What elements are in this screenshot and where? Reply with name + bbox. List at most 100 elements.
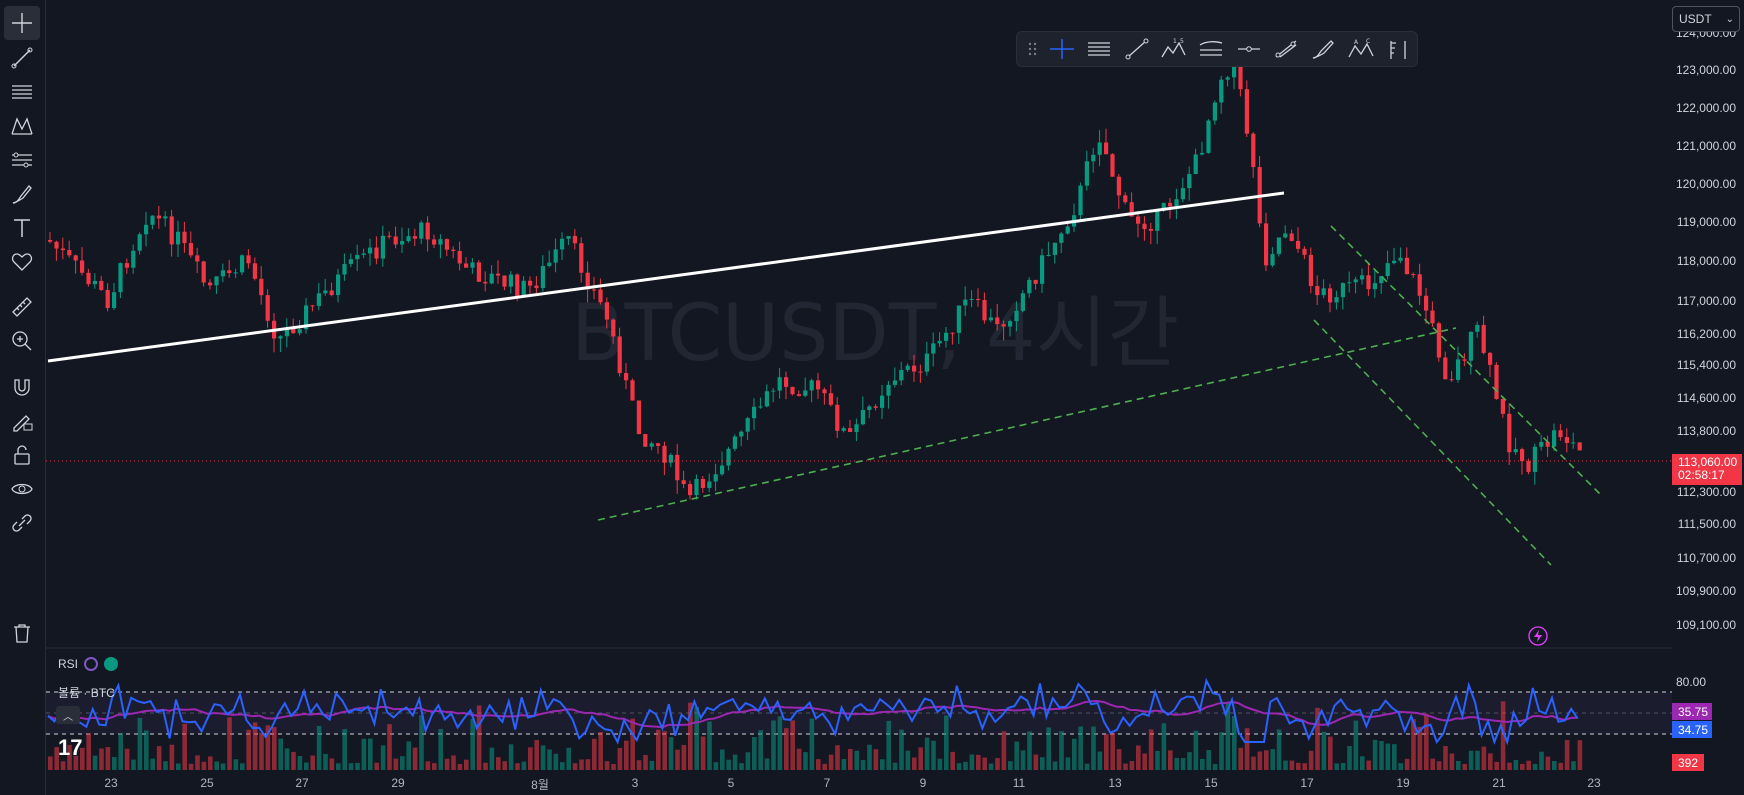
volume-bar [528, 747, 533, 770]
link-tool[interactable] [4, 506, 40, 540]
pattern-tool[interactable] [4, 109, 40, 143]
volume-bar [419, 715, 424, 770]
currency-select[interactable]: USDT ⌄ [1672, 6, 1740, 32]
trash-icon [14, 624, 30, 643]
refresh-icon[interactable] [84, 657, 99, 671]
volume-bar [809, 718, 815, 770]
heart-icon [11, 253, 33, 271]
volume-bar [201, 761, 207, 770]
dt-parallel-channel[interactable] [1193, 34, 1230, 64]
candle-body [796, 394, 801, 396]
trend-line-tool[interactable] [4, 41, 40, 75]
lock-tool[interactable] [4, 438, 40, 472]
dt-brush[interactable] [1305, 34, 1342, 64]
crosshair-tool[interactable] [4, 6, 40, 40]
rsi-legend[interactable]: RSI [58, 657, 119, 671]
candle-body [1206, 120, 1211, 153]
candle-body [1225, 77, 1230, 80]
svg-text:5: 5 [1180, 38, 1184, 45]
price-axis[interactable]: 124,000.00 123,000.00 122,000.00 121,000.00… [1672, 0, 1744, 795]
volume-bar [1283, 760, 1288, 770]
candle-body [80, 260, 85, 273]
prediction-tool[interactable] [4, 143, 40, 177]
candle-body [1449, 379, 1454, 381]
price-tick: 122,000.00 [1675, 101, 1736, 115]
volume-bar [92, 755, 98, 770]
channel-upper-line[interactable] [1330, 225, 1603, 497]
candle-body [227, 270, 232, 274]
volume-legend[interactable]: 볼륨 · BTC [58, 686, 115, 700]
price-tick: 117,000.00 [1676, 294, 1736, 308]
stay-drawing-tool[interactable] [4, 404, 40, 438]
alert-flash-icon[interactable] [1528, 626, 1548, 646]
dt-crosshair[interactable] [1043, 34, 1080, 64]
volume-bar [892, 762, 898, 770]
candle-body [1212, 102, 1217, 121]
candle-body [1481, 324, 1486, 353]
volume-bar [1449, 753, 1455, 770]
magnet-tool[interactable] [4, 370, 40, 404]
candle-body [1219, 79, 1224, 103]
volume-bar [188, 763, 194, 770]
brush-tool[interactable] [4, 177, 40, 211]
dt-horizontal-lines[interactable] [1080, 34, 1117, 64]
dt-bars-pattern[interactable] [1380, 34, 1417, 64]
candle-body [1520, 449, 1525, 462]
drawing-toolbar-drag[interactable] [1023, 34, 1043, 64]
candle-body [1494, 364, 1499, 399]
volume-bar [387, 724, 392, 770]
dt-horizontal-ray[interactable] [1230, 34, 1267, 64]
candle-body [1238, 64, 1243, 90]
lock-icon [14, 445, 30, 465]
dt-trend-line[interactable] [1118, 34, 1155, 64]
candle-body [361, 253, 366, 255]
volume-bar [1059, 731, 1064, 770]
volume-bar [291, 751, 296, 770]
dt-fib-channel[interactable] [1267, 34, 1304, 64]
volume-bar [1513, 760, 1519, 770]
volume-bar [220, 763, 226, 770]
favorites-tool[interactable] [4, 245, 40, 279]
candle-body [419, 222, 424, 239]
candle-body [1436, 323, 1441, 358]
volume-bar [131, 759, 136, 770]
price-chart[interactable]: BTCUSDT, 4시간 [46, 0, 1672, 795]
candle-body [880, 395, 885, 408]
ruler-tool[interactable] [4, 290, 40, 324]
time-axis[interactable]: 23 25 27 29 8월 3 5 7 9 11 13 15 17 19 21 23 [46, 772, 1672, 795]
candle-body [1507, 413, 1512, 453]
trend-line[interactable] [47, 191, 1285, 363]
hide-tool[interactable] [4, 472, 40, 506]
volume-bar [560, 762, 565, 770]
candle-body [60, 248, 65, 251]
candle-body [259, 278, 264, 296]
channel-lower-line[interactable] [1313, 319, 1552, 566]
candle-body [579, 243, 584, 273]
candle-body [624, 373, 629, 381]
candle-body [1334, 297, 1339, 303]
volume-bar [963, 761, 968, 770]
text-tool[interactable] [4, 211, 40, 245]
candle-body [1052, 242, 1057, 255]
chart-area[interactable]: BTCUSDT, 4시간 [46, 0, 1672, 795]
candle-body [380, 235, 385, 259]
volume-bar [1174, 757, 1179, 770]
candle-body [1065, 226, 1070, 234]
volume-bar [252, 722, 258, 770]
brush-icon [1312, 40, 1334, 59]
remove-tool[interactable] [4, 616, 40, 650]
support-dashed-line[interactable] [597, 327, 1457, 521]
collapse-legend-button[interactable]: ︿ [56, 706, 80, 724]
zoom-tool[interactable] [4, 324, 40, 358]
candle-body [1321, 288, 1326, 296]
volume-bar [592, 738, 597, 770]
volume-bar [611, 763, 616, 770]
fib-tool[interactable] [4, 75, 40, 109]
volume-bar [374, 762, 379, 770]
candle-body [604, 302, 609, 320]
tradingview-logo[interactable]: 17 [58, 735, 83, 760]
candle-body [1059, 233, 1064, 243]
source-icon[interactable] [104, 657, 119, 671]
